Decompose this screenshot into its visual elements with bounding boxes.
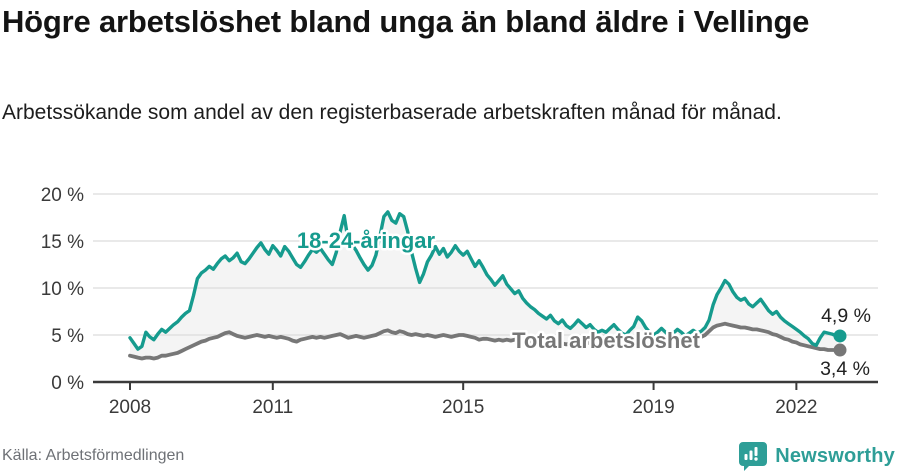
chart-title: Högre arbetslöshet bland unga än bland ä… bbox=[2, 4, 810, 39]
exclamation-stem bbox=[754, 447, 758, 456]
series-line-young bbox=[128, 210, 842, 351]
newsworthy-logo-icon bbox=[739, 442, 768, 471]
area-between-series bbox=[130, 211, 840, 359]
y-tick-label: 10 % bbox=[41, 279, 84, 300]
series-line-total bbox=[128, 321, 842, 361]
end-value-young: 4,9 % bbox=[821, 305, 871, 327]
y-tick-label: 5 % bbox=[51, 326, 84, 347]
series-label-total: Total arbetslöshet bbox=[512, 328, 701, 353]
x-tick-label: 2015 bbox=[442, 397, 484, 418]
y-tick-label: 20 % bbox=[41, 185, 84, 206]
newsworthy-logo: Newsworthy bbox=[738, 441, 895, 471]
source-note: Källa: Arbetsförmedlingen bbox=[2, 447, 185, 464]
x-tick-label: 2008 bbox=[109, 397, 151, 418]
x-tick-label: 2011 bbox=[252, 397, 293, 418]
y-tick-label: 0 % bbox=[51, 373, 84, 394]
end-dot-young bbox=[833, 329, 847, 343]
exclamation-dot bbox=[754, 457, 758, 461]
speech-bubble-shape bbox=[739, 442, 768, 471]
y-tick-label: 15 % bbox=[41, 232, 84, 253]
series-label-young: 18-24-åringar bbox=[297, 228, 436, 253]
end-dot-total bbox=[833, 343, 847, 357]
chart-subtitle: Arbetssökande som andel av den registerb… bbox=[2, 101, 782, 124]
bar-1 bbox=[744, 454, 748, 460]
end-value-total: 3,4 % bbox=[820, 358, 870, 380]
x-tick-label: 2019 bbox=[632, 397, 674, 418]
x-tick-label: 2022 bbox=[775, 397, 817, 418]
brand-name: Newsworthy bbox=[775, 444, 895, 467]
bar-2 bbox=[749, 450, 753, 460]
